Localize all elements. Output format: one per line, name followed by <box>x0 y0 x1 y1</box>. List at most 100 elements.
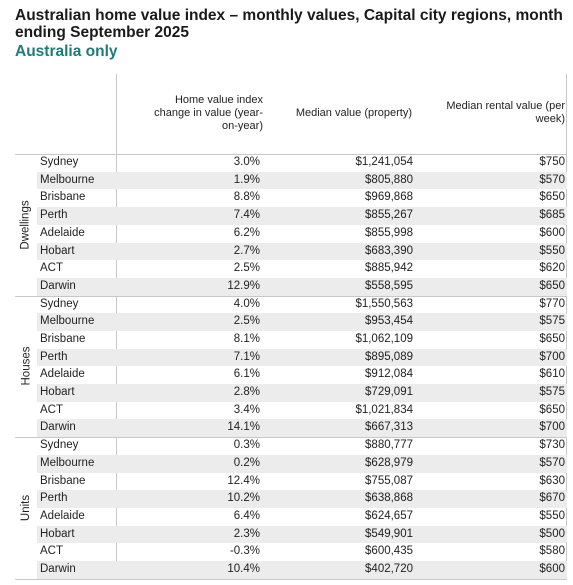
group-label: Houses <box>20 346 32 386</box>
table-row: Adelaide 6.1% $912,084 $610 <box>37 366 567 384</box>
rent-value-cell: $650 <box>539 279 565 292</box>
city-cell: Brisbane <box>40 474 86 487</box>
group-dwellings: Dwellings Sydney 3.0% $1,241,054 $750 Melbou… <box>15 154 567 296</box>
median-value-cell: $402,720 <box>365 563 413 576</box>
city-cell: Darwin <box>40 421 76 434</box>
header-median: Median value (property) <box>295 107 412 119</box>
rent-value-cell: $650 <box>539 403 565 416</box>
city-cell: Sydney <box>40 156 79 168</box>
rent-value-cell: $610 <box>539 368 565 381</box>
city-cell: Adelaide <box>40 226 85 239</box>
median-value-cell: $628,979 <box>365 456 413 469</box>
table-row: Adelaide 6.4% $624,657 $550 <box>37 508 567 526</box>
rent-value-cell: $575 <box>539 386 565 399</box>
change-cell: 6.1% <box>233 368 260 381</box>
change-cell: 1.9% <box>233 173 260 186</box>
table-row: Sydney 3.0% $1,241,054 $750 <box>37 154 567 172</box>
city-cell: Hobart <box>40 244 75 257</box>
table-row: Perth 7.1% $895,089 $700 <box>37 348 567 367</box>
group-divider <box>15 295 567 297</box>
table-row: Brisbane 12.4% $755,087 $630 <box>37 473 567 491</box>
rent-value-cell: $750 <box>539 156 565 168</box>
rent-value-cell: $685 <box>539 209 565 222</box>
table-row: Sydney 4.0% $1,550,563 $770 <box>37 296 567 314</box>
group-divider <box>15 437 567 439</box>
median-value-cell: $667,313 <box>365 421 413 434</box>
table-row: Melbourne 2.5% $953,454 $575 <box>37 313 567 331</box>
table-row: ACT 2.5% $885,942 $620 <box>37 260 567 278</box>
rent-value-cell: $730 <box>539 439 565 452</box>
table-row: Hobart 2.7% $683,390 $550 <box>37 242 567 261</box>
page-title: Australian home value index – monthly va… <box>15 7 563 41</box>
median-value-cell: $969,868 <box>365 191 413 204</box>
median-value-cell: $1,241,054 <box>355 156 413 168</box>
city-cell: Darwin <box>40 563 76 576</box>
change-cell: 8.8% <box>233 191 260 204</box>
median-value-cell: $558,595 <box>365 279 413 292</box>
table-row: Melbourne 1.9% $805,880 $570 <box>37 171 567 190</box>
change-cell: 3.4% <box>233 403 260 416</box>
table-row: Brisbane 8.1% $1,062,109 $650 <box>37 331 567 349</box>
median-value-cell: $880,777 <box>365 439 413 452</box>
change-cell: 6.4% <box>233 509 260 522</box>
change-cell: 4.0% <box>233 297 260 310</box>
change-cell: 12.9% <box>227 279 260 292</box>
change-cell: 3.0% <box>233 156 260 168</box>
city-cell: Melbourne <box>40 173 95 186</box>
rent-value-cell: $600 <box>539 226 565 239</box>
median-value-cell: $549,901 <box>365 527 413 540</box>
rent-value-cell: $550 <box>539 509 565 522</box>
rent-value-cell: $770 <box>539 297 565 310</box>
change-cell: 14.1% <box>227 421 260 434</box>
rent-value-cell: $575 <box>539 315 565 328</box>
change-cell: 10.4% <box>227 563 260 576</box>
header-rent: Median rental value (per week) <box>446 100 565 125</box>
table-row: ACT 3.4% $1,021,834 $650 <box>37 402 567 420</box>
city-cell: Perth <box>40 209 68 222</box>
city-cell: Melbourne <box>40 456 95 469</box>
city-cell: Brisbane <box>40 332 86 345</box>
table-row: Sydney 0.3% $880,777 $730 <box>37 437 567 455</box>
change-cell: 10.2% <box>227 492 260 505</box>
table-row: ACT -0.3% $600,435 $580 <box>37 543 567 561</box>
table-row: Darwin 10.4% $402,720 $600 <box>37 561 567 579</box>
table-row: Melbourne 0.2% $628,979 $570 <box>37 454 567 473</box>
change-cell: 6.2% <box>233 226 260 239</box>
city-cell: Adelaide <box>40 509 85 522</box>
rent-value-cell: $500 <box>539 527 565 540</box>
city-cell: ACT <box>40 403 63 416</box>
header-change: Home value index change in value (year-o… <box>154 94 263 132</box>
group-houses: Houses Sydney 4.0% $1,550,563 $770 Melbourne… <box>15 296 567 438</box>
rent-value-cell: $600 <box>539 563 565 576</box>
rent-value-cell: $650 <box>539 332 565 345</box>
table-row: Hobart 2.3% $549,901 $500 <box>37 525 567 544</box>
page-subtitle: Australia only <box>15 43 118 60</box>
change-cell: 7.4% <box>233 209 260 222</box>
rent-value-cell: $550 <box>539 244 565 257</box>
city-cell: Darwin <box>40 279 76 292</box>
median-value-cell: $1,021,834 <box>355 403 413 416</box>
change-cell: 2.8% <box>233 386 260 399</box>
change-cell: 7.1% <box>233 350 260 363</box>
median-value-cell: $1,062,109 <box>355 332 413 345</box>
rent-value-cell: $700 <box>539 421 565 434</box>
city-cell: Sydney <box>40 297 79 310</box>
table-row: Brisbane 8.8% $969,868 $650 <box>37 189 567 207</box>
change-cell: 0.2% <box>233 456 260 469</box>
rent-value-cell: $630 <box>539 474 565 487</box>
table-row: Adelaide 6.2% $855,998 $600 <box>37 225 567 243</box>
median-value-cell: $912,084 <box>365 368 413 381</box>
rent-value-cell: $620 <box>539 262 565 275</box>
median-value-cell: $953,454 <box>365 315 413 328</box>
group-units: Units Sydney 0.3% $880,777 $730 Melbourne 0.2… <box>15 437 567 579</box>
city-cell: ACT <box>40 545 63 558</box>
table-row: Perth 10.2% $638,868 $670 <box>37 490 567 508</box>
rent-value-cell: $650 <box>539 191 565 204</box>
city-cell: Sydney <box>40 439 79 452</box>
city-cell: Melbourne <box>40 315 95 328</box>
median-value-cell: $855,998 <box>365 226 413 239</box>
rent-value-cell: $570 <box>539 456 565 469</box>
change-cell: 2.5% <box>233 262 260 275</box>
rent-value-cell: $670 <box>539 492 565 505</box>
change-cell: 0.3% <box>233 439 260 452</box>
